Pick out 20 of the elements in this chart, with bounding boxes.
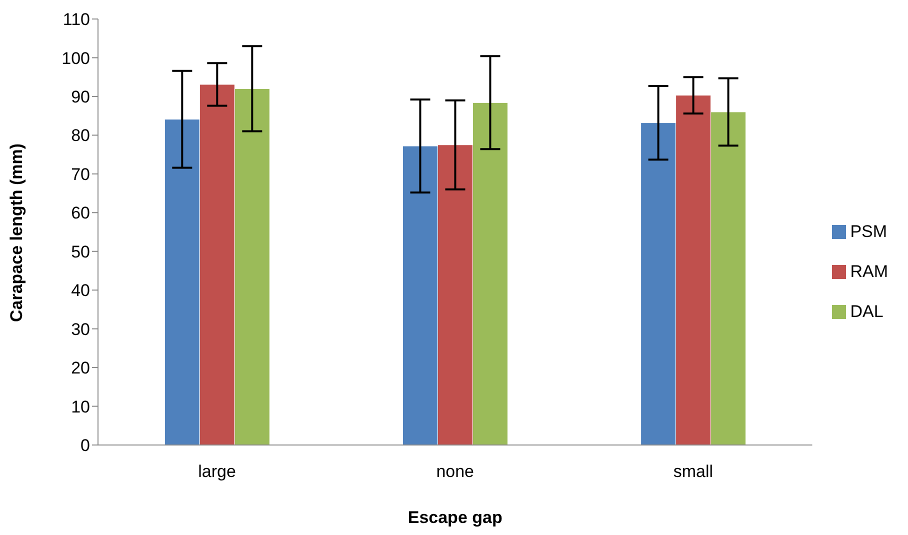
y-tick-label: 20: [71, 358, 90, 378]
y-tick-label: 110: [62, 10, 90, 30]
x-axis-title: Escape gap: [408, 508, 502, 527]
y-tick-label: 90: [71, 87, 90, 106]
y-tick-label: 80: [71, 126, 90, 146]
y-tick-label: 40: [71, 281, 90, 300]
y-tick-label: 60: [71, 204, 90, 223]
legend-label: DAL: [850, 302, 884, 320]
y-axis-title: Carapace length (mm): [7, 143, 26, 322]
legend-label: PSM: [850, 222, 888, 240]
y-tick-label: 70: [71, 164, 90, 184]
y-tick-label: 0: [80, 436, 90, 456]
y-tick-label: 30: [71, 320, 90, 339]
x-tick-label: small: [673, 462, 714, 482]
y-tick-label: 100: [62, 48, 90, 68]
y-tick-label: 50: [71, 242, 90, 262]
legend-label: RAM: [850, 262, 888, 280]
y-tick-label: 10: [71, 397, 90, 416]
x-tick-label: large: [198, 462, 236, 482]
x-tick-label: none: [436, 462, 474, 482]
